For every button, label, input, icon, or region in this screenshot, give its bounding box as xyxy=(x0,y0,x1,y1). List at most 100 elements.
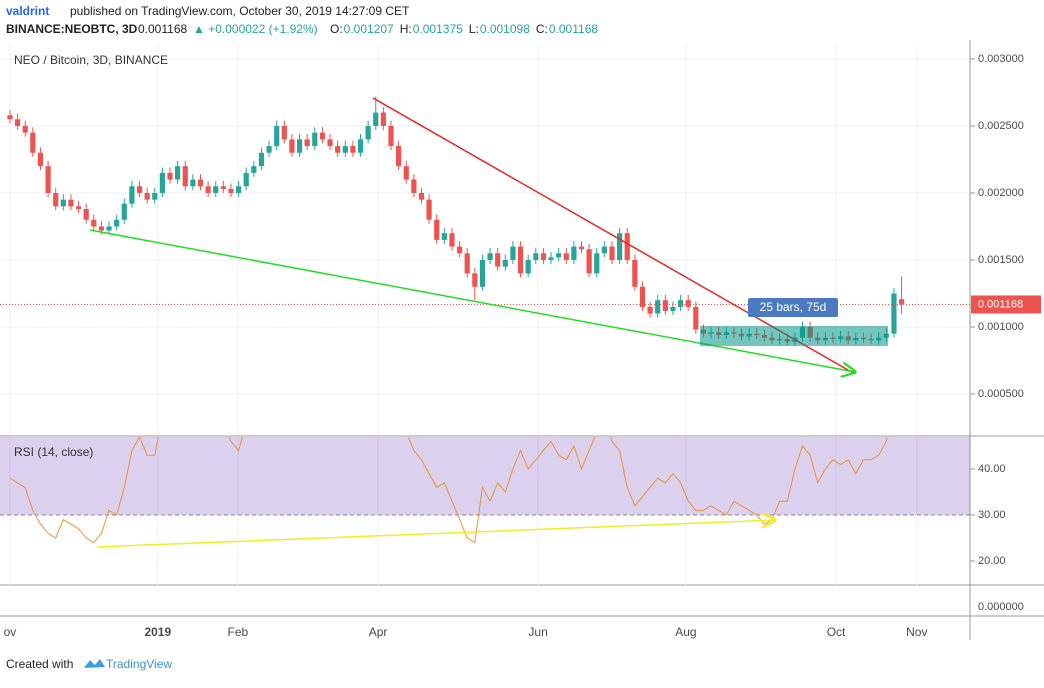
candle-body xyxy=(396,146,402,167)
candle-body xyxy=(175,166,181,180)
ohlc-value: 0.001168 xyxy=(549,22,598,36)
y-tick-label: 0.003000 xyxy=(978,53,1024,65)
candle-body xyxy=(68,199,74,207)
candle-body xyxy=(213,186,219,193)
candle-body xyxy=(220,186,226,189)
logo xyxy=(84,659,105,668)
candle-body xyxy=(251,166,257,173)
y-tick-label: 0.001500 xyxy=(978,254,1024,266)
y-tick-label: 40.00 xyxy=(978,463,1006,475)
candle-body xyxy=(106,226,112,231)
measure-box xyxy=(700,326,888,346)
rsi-title: RSI (14, close) xyxy=(14,445,93,459)
candle-body xyxy=(129,186,135,204)
candle-body xyxy=(342,146,348,153)
candle-body xyxy=(449,233,455,247)
x-tick-label: ov xyxy=(4,625,17,639)
candle-body xyxy=(136,186,143,193)
candle-body xyxy=(472,273,478,287)
candle-body xyxy=(235,186,242,193)
candle-body xyxy=(517,246,524,274)
header: valdrint published on TradingView.com, O… xyxy=(6,4,598,36)
footer-brand[interactable]: TradingView xyxy=(106,657,172,671)
candle-body xyxy=(533,253,539,260)
y-tick-label: 0.002500 xyxy=(978,120,1024,132)
footer-text: Created with xyxy=(6,657,73,671)
candle-body xyxy=(495,253,501,267)
candle-body xyxy=(205,186,211,193)
pane-title: NEO / Bitcoin, 3D, BINANCE xyxy=(14,53,168,67)
candle-body xyxy=(114,219,120,227)
x-tick-label: Apr xyxy=(369,625,388,639)
trend-line xyxy=(96,520,775,548)
candle-body xyxy=(152,192,158,200)
candle-body xyxy=(53,192,59,207)
rsi-pane xyxy=(0,437,970,585)
candle-body xyxy=(632,259,638,287)
candle-body xyxy=(312,132,318,147)
ohlc-label: L: xyxy=(469,22,479,36)
candle-body xyxy=(556,253,562,258)
candle-body xyxy=(891,293,897,334)
candle-body xyxy=(289,139,295,153)
candle-body xyxy=(601,246,607,254)
candle-body xyxy=(357,139,364,153)
last-price: 0.001168 xyxy=(138,22,187,36)
candle-body xyxy=(388,125,394,147)
candle-body xyxy=(144,192,150,200)
candle-body xyxy=(594,253,600,274)
candle-body xyxy=(548,257,554,260)
candle-body xyxy=(434,219,440,240)
candle-body xyxy=(159,172,165,193)
candle-body xyxy=(167,172,173,180)
candle-body xyxy=(662,300,668,311)
candle-body xyxy=(296,139,303,153)
candle-body xyxy=(426,199,432,220)
candle-body xyxy=(319,132,326,140)
measure-label: 25 bars, 75d xyxy=(760,300,827,314)
ohlc-label: O: xyxy=(330,22,343,36)
x-tick-label: 2019 xyxy=(144,625,171,639)
candle-body xyxy=(60,199,66,207)
candle-body xyxy=(30,132,36,153)
candle-body xyxy=(243,172,249,187)
published: published on TradingView.com, October 30… xyxy=(70,4,410,18)
ohlc-value: 0.001375 xyxy=(413,22,463,36)
candle-body xyxy=(7,115,13,120)
candle-body xyxy=(693,306,699,330)
y-tick-label: 30.00 xyxy=(978,509,1006,521)
y-tick-label: 0.000500 xyxy=(978,388,1024,400)
candle-body xyxy=(98,226,105,231)
candle-body xyxy=(350,146,356,153)
candle-body xyxy=(624,233,630,260)
annotations: 25 bars, 75d xyxy=(89,97,888,548)
candle-body xyxy=(677,300,684,307)
candle-body xyxy=(335,146,341,153)
candle-body xyxy=(403,166,409,180)
candle-body xyxy=(83,209,89,220)
x-tick-label: Feb xyxy=(227,625,248,639)
change: ▲ +0.000022 (+1.92%) xyxy=(193,22,318,36)
candle-body xyxy=(563,253,569,260)
candle-body xyxy=(22,125,28,133)
candle-body xyxy=(75,206,82,210)
candle-body xyxy=(380,112,386,126)
x-tick-label: Oct xyxy=(827,625,846,639)
candle-body xyxy=(281,125,287,140)
candle-body xyxy=(670,306,676,311)
author[interactable]: valdrint xyxy=(6,4,49,18)
candle-body xyxy=(418,192,425,200)
last-price-box xyxy=(971,295,1041,314)
candle-body xyxy=(479,259,486,287)
candle-body xyxy=(91,219,97,227)
candle-body xyxy=(258,152,265,167)
candle-body xyxy=(266,146,272,153)
candle-body xyxy=(510,246,516,260)
candle-body xyxy=(228,188,234,193)
candle-body xyxy=(274,125,280,147)
candle-body xyxy=(525,259,531,274)
candle-body xyxy=(304,139,310,147)
ohlc-label: C: xyxy=(536,22,548,36)
